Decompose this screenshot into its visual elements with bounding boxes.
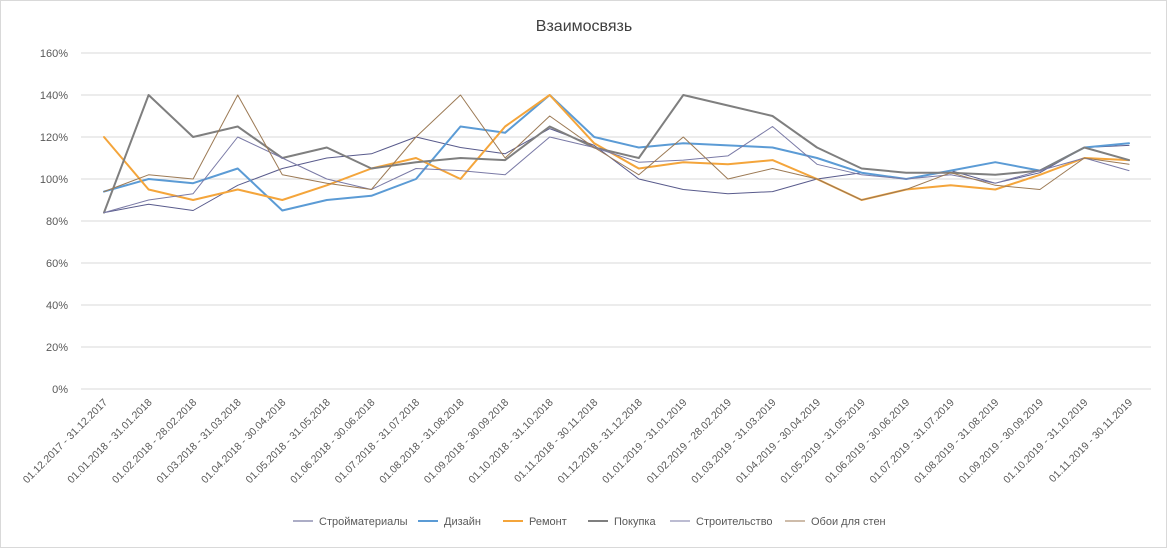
x-tick-label: 01.05.2019 - 31.05.2019 [778, 397, 868, 487]
y-tick-label: 100% [40, 174, 68, 186]
x-tick-label: 01.04.2019 - 30.04.2019 [734, 397, 824, 487]
series-line [103, 94, 1130, 212]
x-tick-label: 01.02.2018 - 28.02.2018 [110, 397, 200, 487]
legend-label: Покупка [614, 516, 656, 528]
x-tick-label: 01.11.2019 - 30.11.2019 [1047, 397, 1135, 485]
chart-title: Взаимосвязь [536, 18, 632, 35]
x-tick-label: 01.04.2018 - 30.04.2018 [199, 397, 289, 487]
x-tick-label: 01.08.2018 - 31.08.2018 [377, 397, 467, 487]
y-tick-label: 160% [40, 48, 68, 60]
series-lines [103, 94, 1130, 214]
x-tick-label: 01.08.2019 - 31.08.2019 [912, 397, 1002, 487]
legend-label: Стройматериалы [319, 516, 408, 528]
y-tick-label: 0% [52, 384, 68, 396]
y-tick-label: 140% [40, 90, 68, 102]
x-tick-label: 01.10.2018 - 31.10.2018 [466, 397, 556, 487]
legend-label: Обои для стен [811, 516, 886, 528]
legend-label: Строительство [696, 516, 773, 528]
y-tick-label: 80% [46, 216, 68, 228]
gridlines [81, 52, 1151, 390]
x-tick-label: 01.06.2019 - 30.06.2019 [823, 397, 913, 487]
series-line [103, 94, 1130, 201]
x-tick-label: 01.06.2018 - 30.06.2018 [288, 397, 378, 487]
y-axis: 0% 20% 40% 60% 80% 100% 120% 140% 160% [40, 48, 68, 396]
x-tick-label: 01.10.2019 - 31.10.2019 [1001, 397, 1091, 487]
x-tick-label: 01.02.2019 - 28.02.2019 [645, 397, 735, 487]
x-tick-label: 01.12.2018 - 31.12.2018 [555, 397, 645, 487]
series-line [103, 94, 1130, 214]
x-tick-label: 01.07.2018 - 31.07.2018 [333, 397, 423, 487]
x-tick-label: 01.12.2017 - 31.12.2017 [21, 397, 111, 487]
x-tick-label: 01.01.2019 - 31.01.2019 [600, 397, 690, 487]
y-tick-label: 60% [46, 258, 68, 270]
y-tick-label: 20% [46, 342, 68, 354]
y-tick-label: 120% [40, 132, 68, 144]
legend: Стройматериалы Дизайн Ремонт Покупка Строите… [293, 516, 886, 528]
x-tick-label: 01.11.2018 - 30.11.2018 [512, 397, 600, 485]
x-tick-label: 01.09.2019 - 30.09.2019 [957, 397, 1047, 487]
x-tick-label: 01.07.2019 - 31.07.2019 [867, 397, 957, 487]
x-tick-label: 01.03.2018 - 31.03.2018 [154, 397, 244, 487]
x-tick-label: 01.09.2018 - 30.09.2018 [422, 397, 512, 487]
legend-label: Дизайн [444, 516, 481, 528]
legend-label: Ремонт [529, 516, 567, 528]
x-tick-label: 01.03.2019 - 31.03.2019 [689, 397, 779, 487]
x-tick-label: 01.01.2018 - 31.01.2018 [65, 397, 155, 487]
x-tick-label: 01.05.2018 - 31.05.2018 [244, 397, 334, 487]
y-tick-label: 40% [46, 300, 68, 312]
series-line [103, 126, 1130, 214]
series-line [103, 94, 1130, 201]
